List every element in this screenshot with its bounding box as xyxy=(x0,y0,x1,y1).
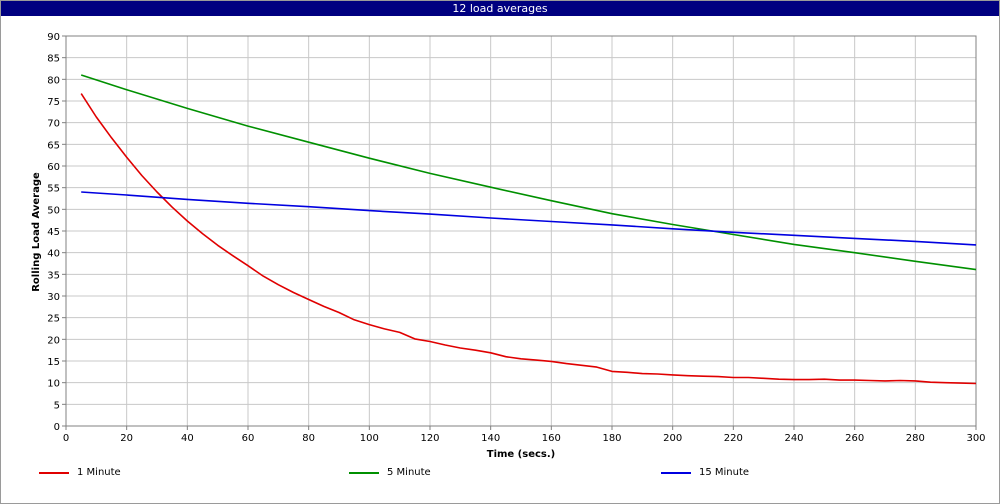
x-axis-label: Time (secs.) xyxy=(487,449,556,460)
x-tick-label: 200 xyxy=(663,433,682,444)
x-tick-label: 280 xyxy=(906,433,925,444)
legend-swatch-5-minute xyxy=(349,472,379,474)
y-tick-label: 60 xyxy=(47,162,60,173)
y-tick-label: 30 xyxy=(47,292,60,303)
series-line-5-minute xyxy=(80,74,977,271)
x-tick-label: 80 xyxy=(302,433,315,444)
y-tick-label: 85 xyxy=(47,54,60,65)
x-tick-label: 120 xyxy=(420,433,439,444)
y-tick-label: 50 xyxy=(47,205,60,216)
y-tick-label: 15 xyxy=(47,357,60,368)
grid-lines xyxy=(65,35,977,427)
y-tick-label: 20 xyxy=(47,335,60,346)
y-tick-label: 40 xyxy=(47,249,60,260)
tick-labels: 0 20 40 60 80 100 120 140 160 180 200 220 240 260 280 3… xyxy=(47,32,985,444)
x-tick-label: 40 xyxy=(181,433,194,444)
x-tick-label: 60 xyxy=(242,433,255,444)
legend-label-5-minute: 5 Minute xyxy=(387,467,431,478)
legend-item-15-minute: 15 Minute xyxy=(661,466,749,480)
y-tick-label: 65 xyxy=(47,140,60,151)
y-axis-label: Rolling Load Average xyxy=(31,172,42,292)
y-tick-label: 10 xyxy=(47,379,60,390)
x-tick-label: 240 xyxy=(784,433,803,444)
y-tick-label: 35 xyxy=(47,270,60,281)
x-tick-label: 0 xyxy=(63,433,69,444)
y-tick-label: 70 xyxy=(47,119,60,130)
x-tick-label: 300 xyxy=(966,433,985,444)
legend-swatch-15-minute xyxy=(661,472,691,474)
y-tick-label: 80 xyxy=(47,75,60,86)
y-tick-label: 25 xyxy=(47,314,60,325)
chart-title: 12 load averages xyxy=(1,1,999,16)
x-tick-label: 160 xyxy=(542,433,561,444)
y-tick-label: 5 xyxy=(54,400,60,411)
x-tick-label: 140 xyxy=(481,433,500,444)
x-tick-label: 100 xyxy=(360,433,379,444)
legend-swatch-1-minute xyxy=(39,472,69,474)
x-tick-label: 20 xyxy=(120,433,133,444)
series-lines xyxy=(80,74,977,385)
legend-label-15-minute: 15 Minute xyxy=(699,467,750,478)
y-tick-label: 90 xyxy=(47,32,60,43)
y-tick-label: 45 xyxy=(47,227,60,238)
y-tick-label: 0 xyxy=(54,422,60,433)
legend-label-1-minute: 1 Minute xyxy=(77,467,121,478)
axes xyxy=(62,35,977,430)
y-tick-label: 75 xyxy=(47,97,60,108)
x-tick-label: 180 xyxy=(602,433,621,444)
x-tick-label: 260 xyxy=(845,433,864,444)
legend-item-5-minute: 5 Minute xyxy=(349,466,431,480)
series-line-1-minute xyxy=(80,93,977,385)
series-line-15-minute xyxy=(81,191,977,246)
y-tick-label: 55 xyxy=(47,184,60,195)
legend-item-1-minute: 1 Minute xyxy=(39,466,121,480)
x-tick-label: 220 xyxy=(724,433,743,444)
